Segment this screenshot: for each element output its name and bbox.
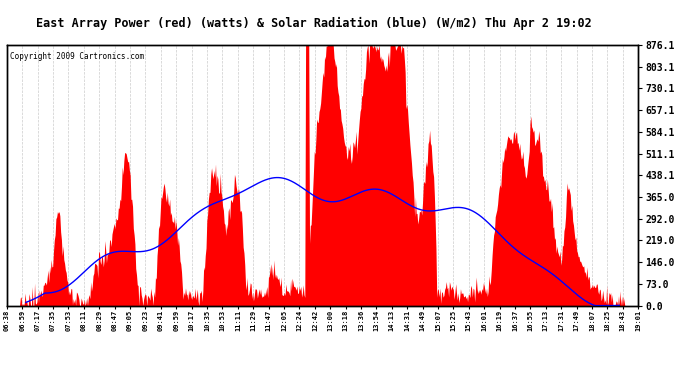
Text: Copyright 2009 Cartronics.com: Copyright 2009 Cartronics.com — [10, 51, 144, 60]
Text: East Array Power (red) (watts) & Solar Radiation (blue) (W/m2) Thu Apr 2 19:02: East Array Power (red) (watts) & Solar R… — [36, 17, 592, 30]
